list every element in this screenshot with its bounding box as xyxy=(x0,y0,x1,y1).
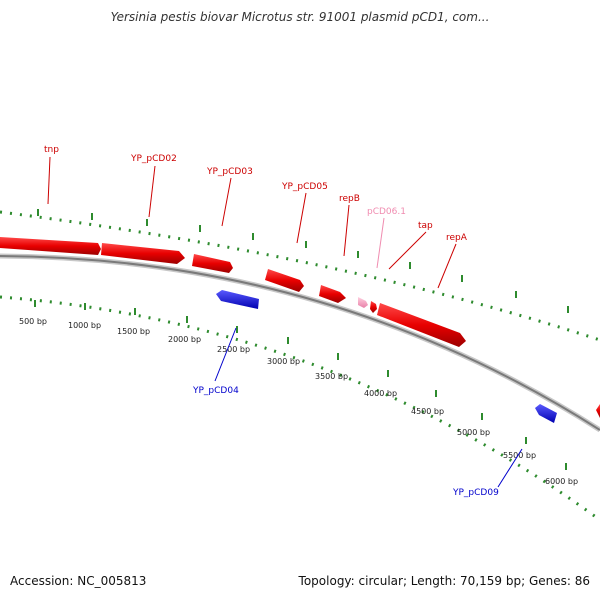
plasmid-backbone-line xyxy=(0,255,600,431)
outer-major-ticks xyxy=(37,209,569,313)
reverse-genes xyxy=(216,290,557,423)
gene-arrow-tap[interactable] xyxy=(370,301,377,313)
tick-label: 2500 bp xyxy=(217,345,250,354)
gene-label-yp-pcd09: YP_pCD09 xyxy=(452,488,499,498)
gene-label-tnp: tnp xyxy=(44,145,59,155)
gene-arrow-tnp[interactable] xyxy=(0,237,101,255)
gene-arrow-repb[interactable] xyxy=(319,285,346,303)
gene-arrow-repa[interactable] xyxy=(377,303,466,347)
gene-label-yp-pcd03: YP_pCD03 xyxy=(206,167,253,177)
page-title: Yersinia pestis biovar Microtus str. 910… xyxy=(110,10,490,24)
tick-labels: 500 bp 1000 bp 1500 bp 2000 bp 2500 bp 3… xyxy=(19,317,578,486)
gene-arrow-yp-pcd03[interactable] xyxy=(192,254,233,273)
gene-arrow-yp-pcd05[interactable] xyxy=(265,269,304,292)
inner-major-ticks xyxy=(34,300,567,470)
gene-label-repb: repB xyxy=(339,194,360,204)
tick-label: 1500 bp xyxy=(117,327,150,336)
tick-label: 3500 bp xyxy=(315,372,348,381)
tick-label: 5500 bp xyxy=(503,451,536,460)
gene-label-yp-pcd05: YP_pCD05 xyxy=(281,182,328,192)
gene-label-tap: tap xyxy=(418,221,433,231)
label-leaders xyxy=(47,156,523,488)
gene-label-yp-pcd04: YP_pCD04 xyxy=(192,386,239,396)
gene-label-pcd06-1: pCD06.1 xyxy=(367,207,406,217)
gene-label-repa: repA xyxy=(446,233,468,243)
tick-label: 4000 bp xyxy=(364,389,397,398)
gene-labels: tnp YP_pCD02 YP_pCD03 YP_pCD05 repB pCD0… xyxy=(44,145,499,498)
tick-label: 1000 bp xyxy=(68,321,101,330)
gene-arrow-pcd06-1[interactable] xyxy=(358,297,368,308)
gene-arrow-yp-pcd04[interactable] xyxy=(216,290,259,309)
forward-genes xyxy=(0,237,600,418)
tick-label: 3000 bp xyxy=(267,357,300,366)
tick-label: 4500 bp xyxy=(411,407,444,416)
inner-tick-track xyxy=(0,295,600,522)
tick-label: 5000 bp xyxy=(457,428,490,437)
gene-label-yp-pcd02: YP_pCD02 xyxy=(130,154,177,164)
tick-label: 6000 bp xyxy=(545,477,578,486)
tick-label: 500 bp xyxy=(19,317,47,326)
accession-label: Accession: NC_005813 xyxy=(10,574,147,588)
gene-arrow-yp-pcd02[interactable] xyxy=(101,243,185,264)
topology-summary: Topology: circular; Length: 70,159 bp; G… xyxy=(298,574,590,588)
tick-label: 2000 bp xyxy=(168,335,201,344)
gene-arrow-offscreen[interactable] xyxy=(596,404,600,418)
gene-arrow-yp-pcd09[interactable] xyxy=(535,404,557,423)
